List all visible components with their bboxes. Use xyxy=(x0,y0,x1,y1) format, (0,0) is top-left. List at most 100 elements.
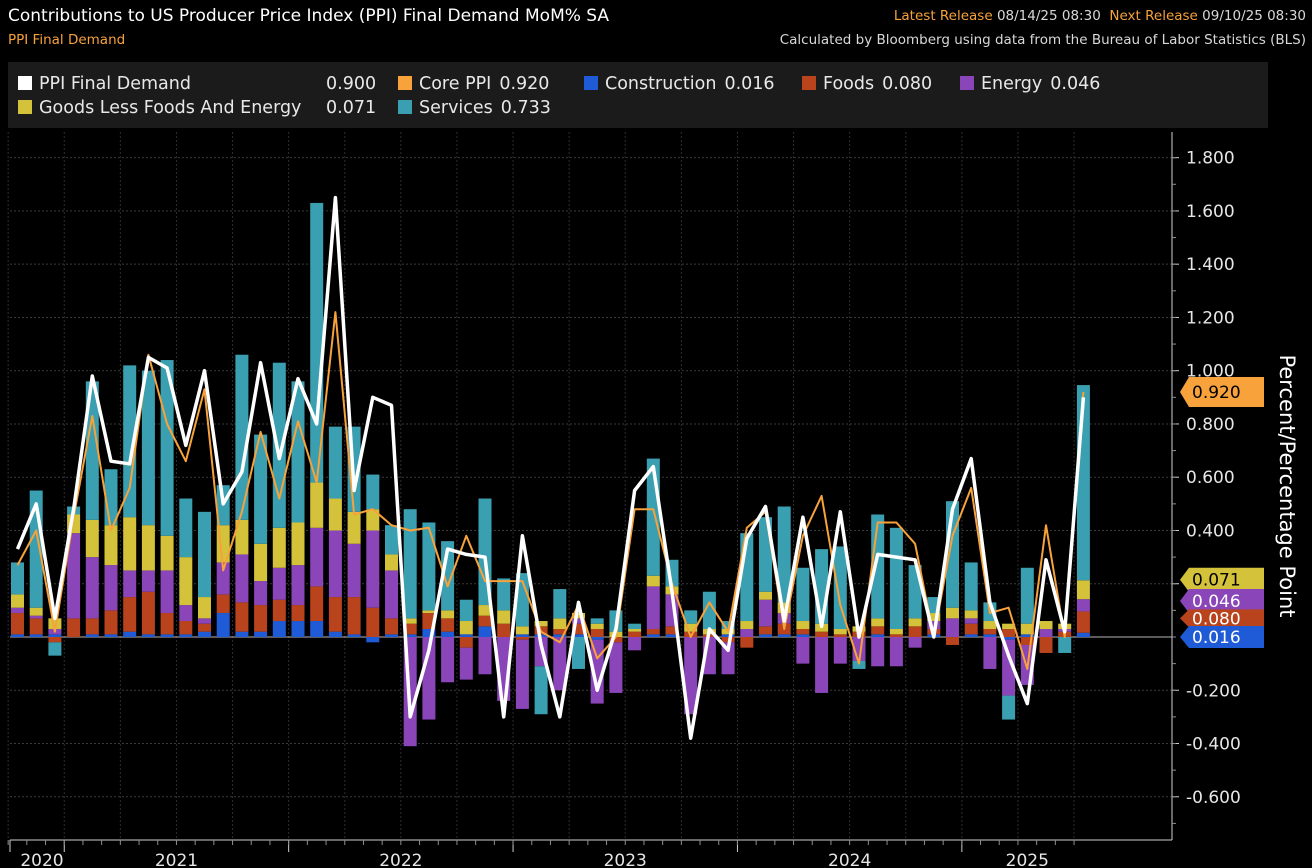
legend-label: Foods xyxy=(823,74,875,94)
legend-value: 0.733 xyxy=(500,98,551,118)
bar-foods xyxy=(946,637,959,645)
bar-construction xyxy=(983,634,997,637)
y-tick-label: 0.800 xyxy=(1186,415,1235,435)
bar-construction xyxy=(422,629,436,637)
bar-foods xyxy=(459,637,473,648)
bar-energy xyxy=(628,637,642,651)
bar-foods xyxy=(721,637,735,643)
bar-foods xyxy=(964,623,978,635)
bar-foods xyxy=(796,629,810,635)
y-tick-label: 1.800 xyxy=(1186,149,1235,169)
bar-foods xyxy=(815,631,829,637)
line-core xyxy=(16,311,1085,670)
bar-foods xyxy=(310,586,324,622)
bar-construction xyxy=(235,631,249,637)
bar-energy xyxy=(141,570,155,592)
legend-item-energy[interactable]: Energy 0.046 xyxy=(960,74,1100,94)
legend-value: 0.080 xyxy=(882,74,933,94)
y-tick-label: 1.200 xyxy=(1186,308,1235,328)
bar-construction xyxy=(871,634,885,637)
bar-energy xyxy=(1002,639,1016,696)
bar-services xyxy=(572,637,585,669)
bar-goods_ex xyxy=(347,511,361,544)
bar-services xyxy=(852,660,866,669)
bar-energy xyxy=(740,629,754,637)
x-tick-label: 2025 xyxy=(1006,851,1049,868)
bar-goods_ex xyxy=(646,575,660,587)
bar-services xyxy=(11,562,24,595)
bar-foods xyxy=(983,629,997,635)
bar-goods_ex xyxy=(684,623,698,632)
legend-item-core[interactable]: Core PPI 0.920 xyxy=(398,74,549,94)
bar-foods xyxy=(328,597,342,632)
bar-goods_ex xyxy=(160,535,174,571)
bar-goods_ex xyxy=(235,519,249,555)
legend-label: Construction xyxy=(605,74,717,94)
bar-goods_ex xyxy=(590,623,604,630)
source-note: Calculated by Bloomberg using data from … xyxy=(779,32,1306,48)
bar-goods_ex xyxy=(179,557,193,606)
bar-goods_ex xyxy=(833,629,847,635)
bar-services xyxy=(1058,637,1072,653)
bar-energy xyxy=(478,637,492,675)
bar-energy xyxy=(553,637,567,691)
x-tick-label: 2021 xyxy=(155,851,198,868)
bar-construction xyxy=(310,621,324,637)
legend-swatch-core xyxy=(398,76,412,90)
bar-goods_ex xyxy=(459,621,473,635)
bar-foods xyxy=(833,634,847,637)
bar-foods xyxy=(628,631,642,637)
legend-item-construction[interactable]: Construction 0.016 xyxy=(584,74,775,94)
bar-foods xyxy=(29,618,43,635)
bar-foods xyxy=(272,599,286,622)
bar-goods_ex xyxy=(272,527,286,568)
legend-label: PPI Final Demand xyxy=(39,74,191,94)
bar-energy xyxy=(366,530,380,608)
chart-title: Contributions to US Producer Price Index… xyxy=(8,6,610,26)
bar-energy xyxy=(833,637,847,664)
bar-goods_ex xyxy=(366,509,380,531)
bar-energy xyxy=(684,637,698,715)
y-tick-label: 0.600 xyxy=(1186,468,1235,488)
bar-foods xyxy=(908,626,922,637)
chart-header: Contributions to US Producer Price Index… xyxy=(0,0,1312,56)
bar-energy xyxy=(889,637,903,667)
bar-construction xyxy=(104,634,118,637)
bar-services xyxy=(815,549,829,624)
y-tick-label: 1.000 xyxy=(1186,362,1235,382)
legend-item-final-demand[interactable]: PPI Final Demand xyxy=(18,74,191,94)
legend-swatch-goods-ex xyxy=(18,100,32,114)
y-tick-label: 1.600 xyxy=(1186,202,1235,222)
bar-goods_ex xyxy=(328,498,342,531)
bar-energy xyxy=(515,639,529,709)
bar-services xyxy=(1020,567,1034,624)
bar-construction xyxy=(777,634,791,637)
bar-energy xyxy=(216,562,230,595)
bar-energy xyxy=(310,527,324,587)
bar-services xyxy=(796,567,810,622)
bar-foods xyxy=(590,629,604,637)
bar-construction xyxy=(291,621,305,637)
bar-energy xyxy=(946,618,959,637)
bar-construction xyxy=(328,631,342,637)
bar-construction xyxy=(216,613,230,637)
bar-energy xyxy=(441,637,455,683)
bar-services xyxy=(254,434,268,544)
bar-goods_ex xyxy=(927,613,941,622)
bar-construction xyxy=(160,634,174,637)
legend-item-services[interactable]: Services 0.733 xyxy=(398,98,551,118)
bar-goods_ex xyxy=(871,618,885,627)
legend-item-goods-ex[interactable]: Goods Less Foods And Energy xyxy=(18,98,301,118)
bar-foods xyxy=(1002,629,1016,637)
bar-construction xyxy=(385,634,398,637)
bar-services xyxy=(889,527,903,630)
bar-foods xyxy=(759,626,772,635)
bar-energy xyxy=(67,533,81,619)
bar-construction xyxy=(759,634,772,637)
legend-item-foods[interactable]: Foods 0.080 xyxy=(802,74,932,94)
bar-foods xyxy=(235,602,249,632)
legend-swatch-foods xyxy=(802,76,816,90)
bar-construction xyxy=(48,634,62,637)
bar-services xyxy=(777,506,791,603)
bar-services xyxy=(179,498,193,558)
